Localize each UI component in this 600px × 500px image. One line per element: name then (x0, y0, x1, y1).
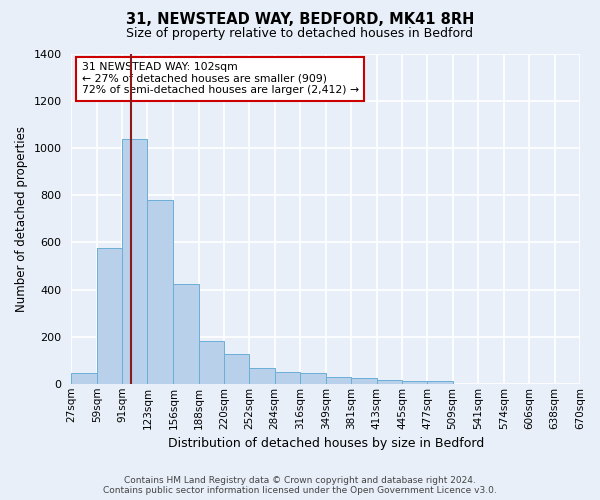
Bar (173, 284, 199, 384)
Text: Size of property relative to detached houses in Bedford: Size of property relative to detached ho… (127, 28, 473, 40)
Bar (352, 378, 377, 384)
Bar (300, 372, 326, 384)
Bar (148, 200, 173, 384)
Bar (377, 380, 402, 384)
Bar (122, 139, 148, 384)
Text: Contains HM Land Registry data © Crown copyright and database right 2024.
Contai: Contains HM Land Registry data © Crown c… (103, 476, 497, 495)
X-axis label: Distribution of detached houses by size in Bedford: Distribution of detached houses by size … (167, 437, 484, 450)
Bar (427, 382, 452, 384)
Bar (71, 373, 97, 384)
Bar (250, 368, 275, 384)
Bar (224, 354, 250, 384)
Bar (199, 341, 224, 384)
Text: 31 NEWSTEAD WAY: 102sqm
← 27% of detached houses are smaller (909)
72% of semi-d: 31 NEWSTEAD WAY: 102sqm ← 27% of detache… (82, 62, 359, 96)
Bar (402, 382, 427, 384)
Bar (275, 372, 300, 384)
Bar (97, 248, 122, 384)
Y-axis label: Number of detached properties: Number of detached properties (15, 126, 28, 312)
Text: 31, NEWSTEAD WAY, BEDFORD, MK41 8RH: 31, NEWSTEAD WAY, BEDFORD, MK41 8RH (126, 12, 474, 28)
Bar (326, 377, 352, 384)
